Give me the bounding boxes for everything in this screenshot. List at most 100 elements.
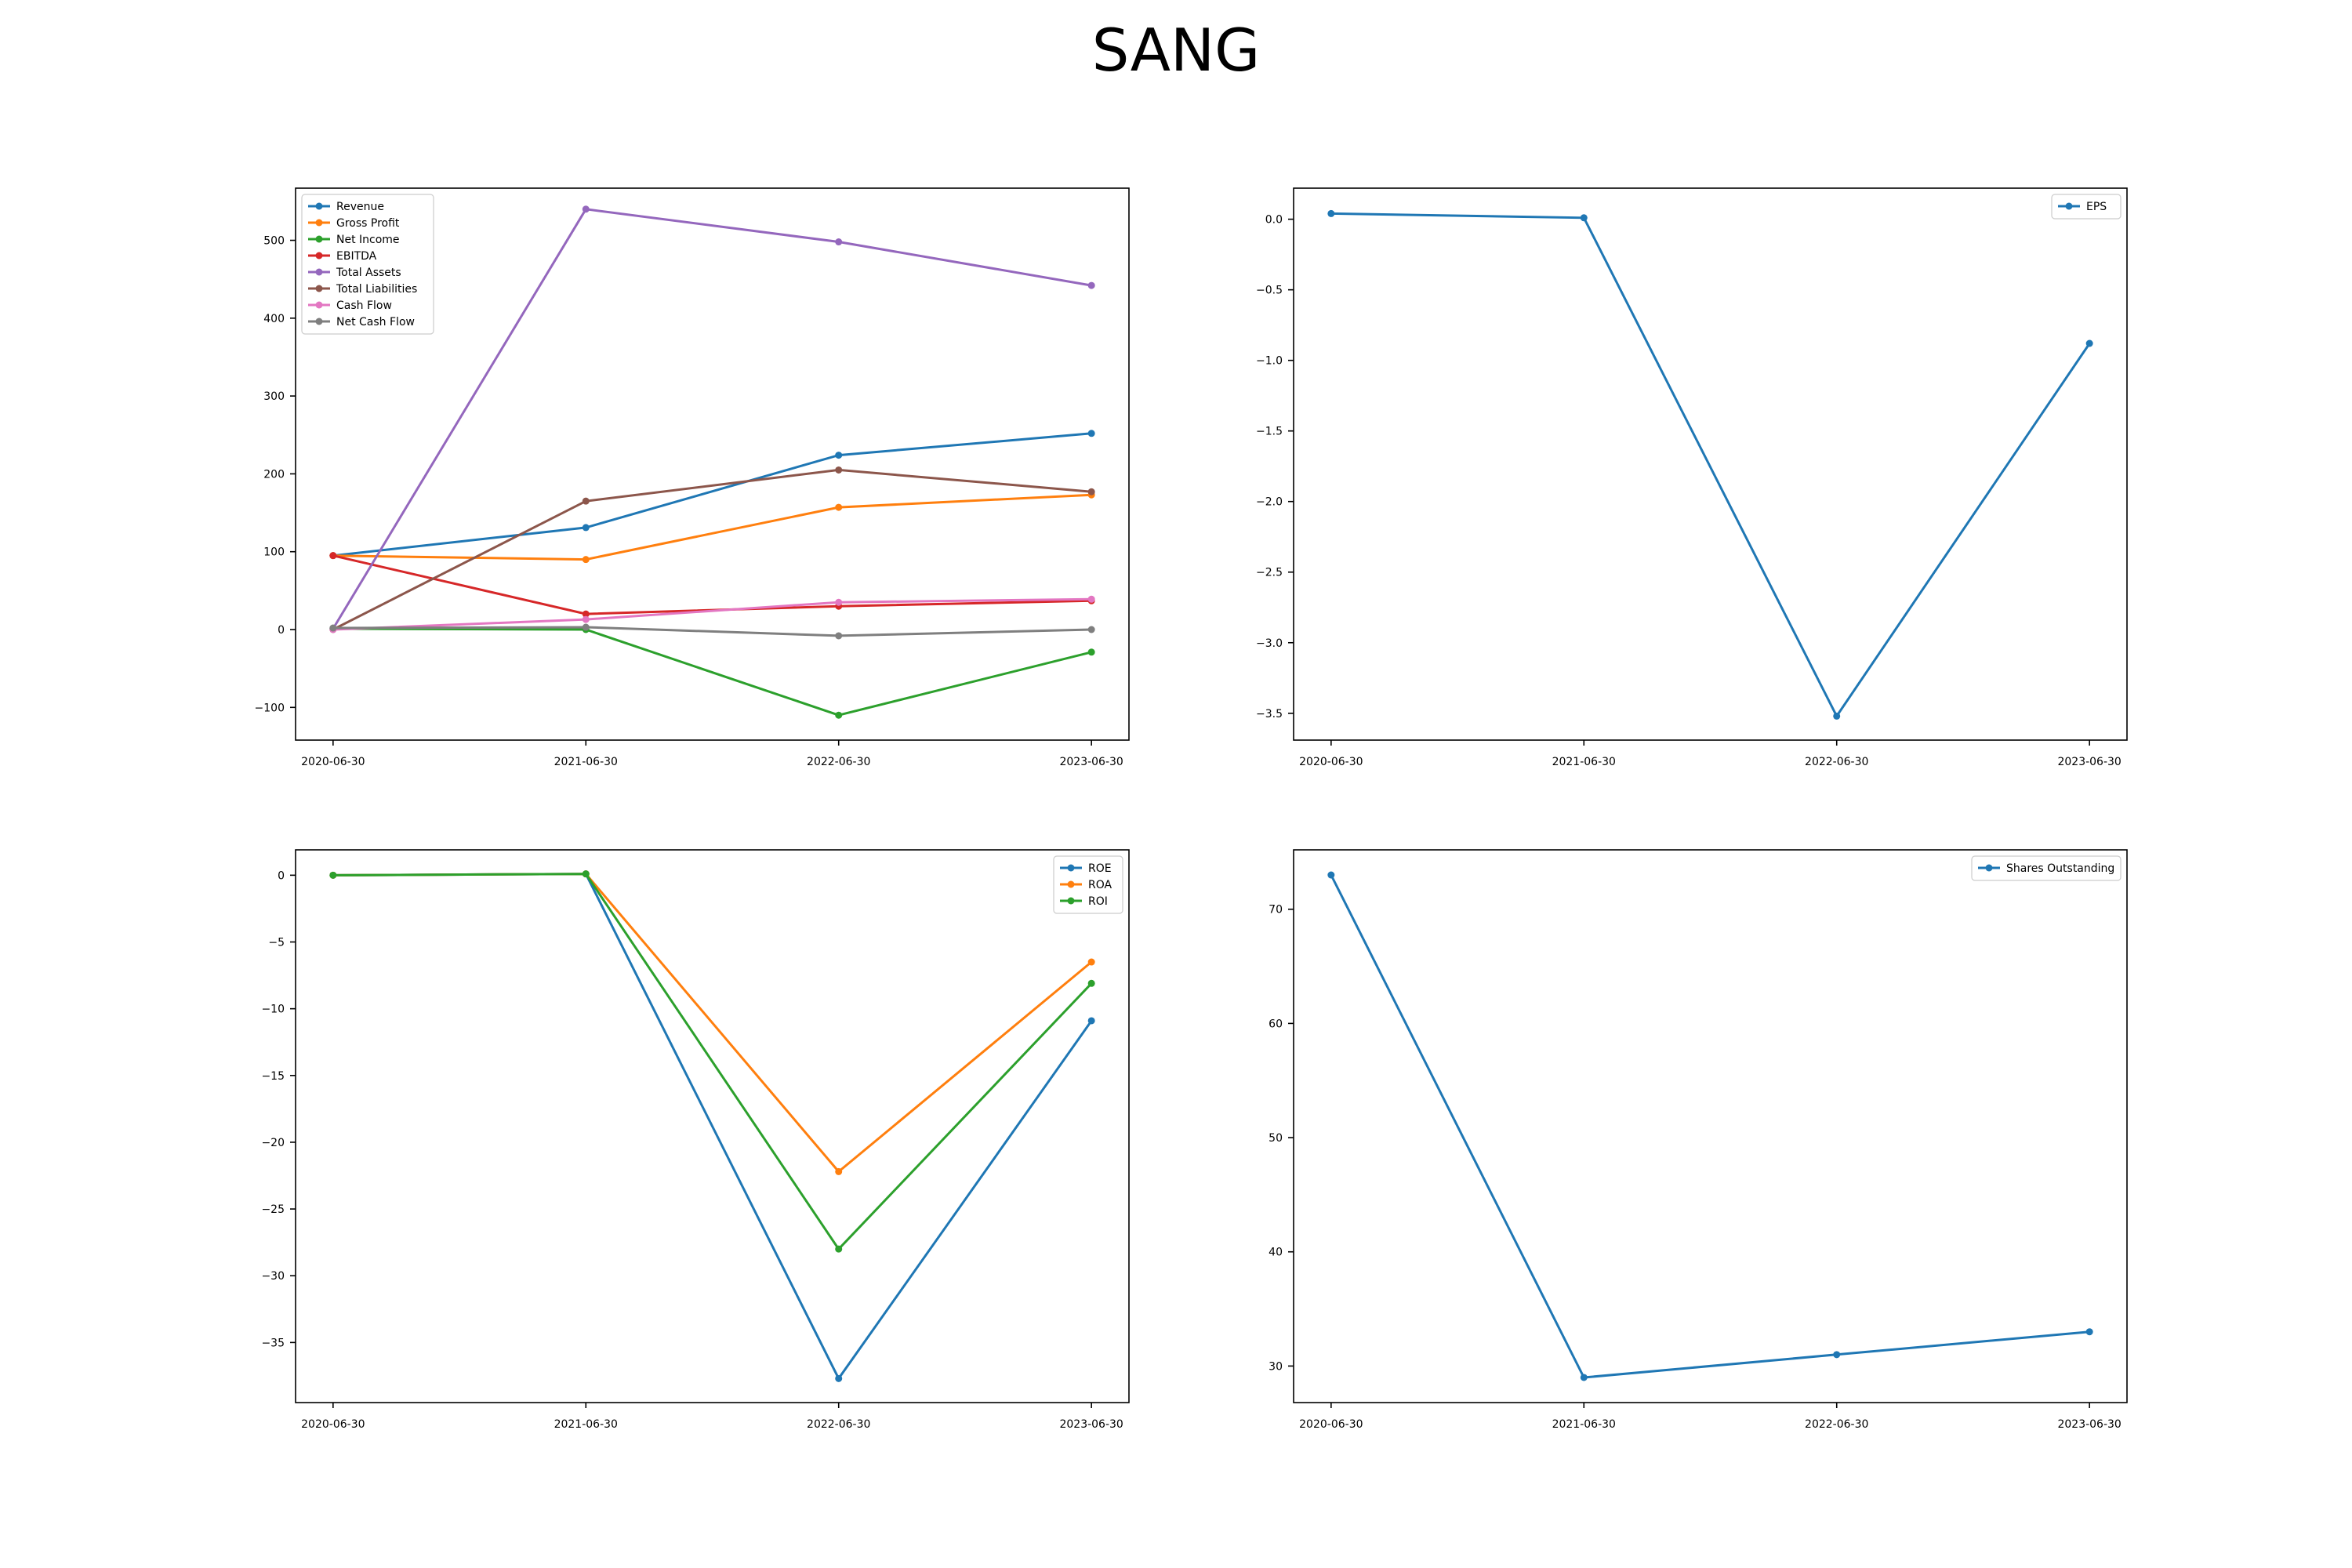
y-tick-label: 50 [1269,1132,1283,1145]
y-tick-label: 30 [1269,1360,1283,1373]
data-point [1833,712,1841,720]
data-point [582,623,590,631]
legend-label: Net Cash Flow [336,316,415,328]
x-tick-label: 2023-06-30 [2057,1418,2121,1431]
y-tick-label: 0 [278,869,285,882]
y-tick-label: −30 [261,1270,285,1283]
legend-swatch-marker [1067,880,1075,888]
y-tick-label: 40 [1269,1247,1283,1259]
y-tick-label: 100 [263,546,285,559]
data-point [1087,958,1095,966]
series-line [332,432,1092,557]
series-line [332,626,1092,637]
y-tick-label: −15 [261,1070,285,1083]
legend-swatch-marker [315,318,323,325]
x-tick-label: 2021-06-30 [554,1418,618,1431]
y-tick-label: −2.5 [1256,567,1283,579]
data-point [1833,1351,1841,1359]
y-tick-label: 300 [263,390,285,403]
y-tick-label: −10 [261,1004,285,1016]
data-point [582,497,590,505]
series-line [332,208,1092,630]
y-tick-label: −25 [261,1203,285,1216]
series-line [332,554,1092,615]
data-point [582,556,590,564]
y-tick-label: 0 [278,624,285,637]
plot-frame [295,187,1130,741]
data-point [2085,1328,2093,1336]
data-point [582,615,590,623]
data-point [2085,339,2093,347]
data-point [1087,595,1095,603]
legend-label: ROE [1088,862,1112,875]
x-tick-label: 2020-06-30 [301,756,365,768]
chart-panel-2: 2020-06-30 2021-06-30 2022-06-30 2023-06-30… [1256,187,2128,768]
x-tick-label: 2022-06-30 [807,1418,870,1431]
chart-panel-1: 2020-06-30 2021-06-30 2022-06-30 2023-06-30… [255,187,1130,768]
data-point [329,624,337,632]
legend-label: EBITDA [336,250,377,263]
x-tick-label: 2022-06-30 [807,756,870,768]
y-tick-label: −5 [268,937,285,949]
data-point [835,1374,843,1382]
data-point [329,552,337,560]
series-line [332,627,1092,717]
data-point [1087,979,1095,987]
y-tick-label: 500 [263,235,285,248]
data-point [835,452,843,459]
legend-label: ROI [1088,895,1108,908]
series-line [332,468,1092,631]
data-point [835,711,843,719]
x-tick-label: 2023-06-30 [1059,1418,1123,1431]
legend-swatch-marker [315,219,323,227]
y-tick-label: −0.5 [1256,285,1283,297]
legend-label: ROA [1088,879,1112,891]
x-tick-label: 2021-06-30 [1552,756,1616,768]
legend: ROE ROA ROI [1053,855,1123,914]
legend-box [1971,855,2122,881]
data-point [835,466,843,474]
legend-swatch-marker [315,301,323,309]
legend-label: Shares Outstanding [2006,862,2114,875]
data-point [1087,281,1095,289]
data-point [835,1167,843,1175]
legend-swatch-marker [315,252,323,260]
data-point [835,238,843,246]
data-point [1580,1374,1588,1381]
data-point [1087,1017,1095,1025]
x-tick-label: 2021-06-30 [554,756,618,768]
data-point [1327,209,1335,217]
legend-swatch-marker [315,202,323,210]
y-tick-label: 0.0 [1265,214,1283,227]
legend: Revenue Gross Profit Net Income EBITDA Total… [301,194,434,335]
x-tick-label: 2021-06-30 [1552,1418,1616,1431]
data-point [1087,430,1095,437]
y-tick-label: −3.0 [1256,637,1283,650]
chart-panel-3: 2020-06-30 2021-06-30 2022-06-30 2023-06-30… [261,849,1130,1431]
x-tick-label: 2020-06-30 [1299,756,1363,768]
chart-panel-4: 2020-06-30 2021-06-30 2022-06-30 2023-06-30… [1269,849,2128,1431]
series-line [1330,212,2091,719]
legend: EPS [2051,194,2122,220]
data-point [582,524,590,532]
y-tick-label: 400 [263,313,285,325]
series-line [332,493,1092,561]
y-tick-label: −3.5 [1256,708,1283,720]
data-point [1580,214,1588,222]
legend-label: EPS [2086,201,2107,213]
legend-label: Net Income [336,234,400,246]
x-tick-label: 2023-06-30 [2057,756,2121,768]
plot-frame [1293,849,2128,1403]
series-line [332,597,1092,631]
x-tick-label: 2020-06-30 [301,1418,365,1431]
y-tick-label: −2.0 [1256,496,1283,509]
legend-label: Cash Flow [336,299,392,312]
series-line [332,873,1093,1251]
legend-swatch-marker [315,268,323,276]
data-point [329,871,337,879]
data-point [835,503,843,511]
data-point [582,870,590,878]
legend-box [2051,194,2122,220]
legend-swatch-marker [315,235,323,243]
